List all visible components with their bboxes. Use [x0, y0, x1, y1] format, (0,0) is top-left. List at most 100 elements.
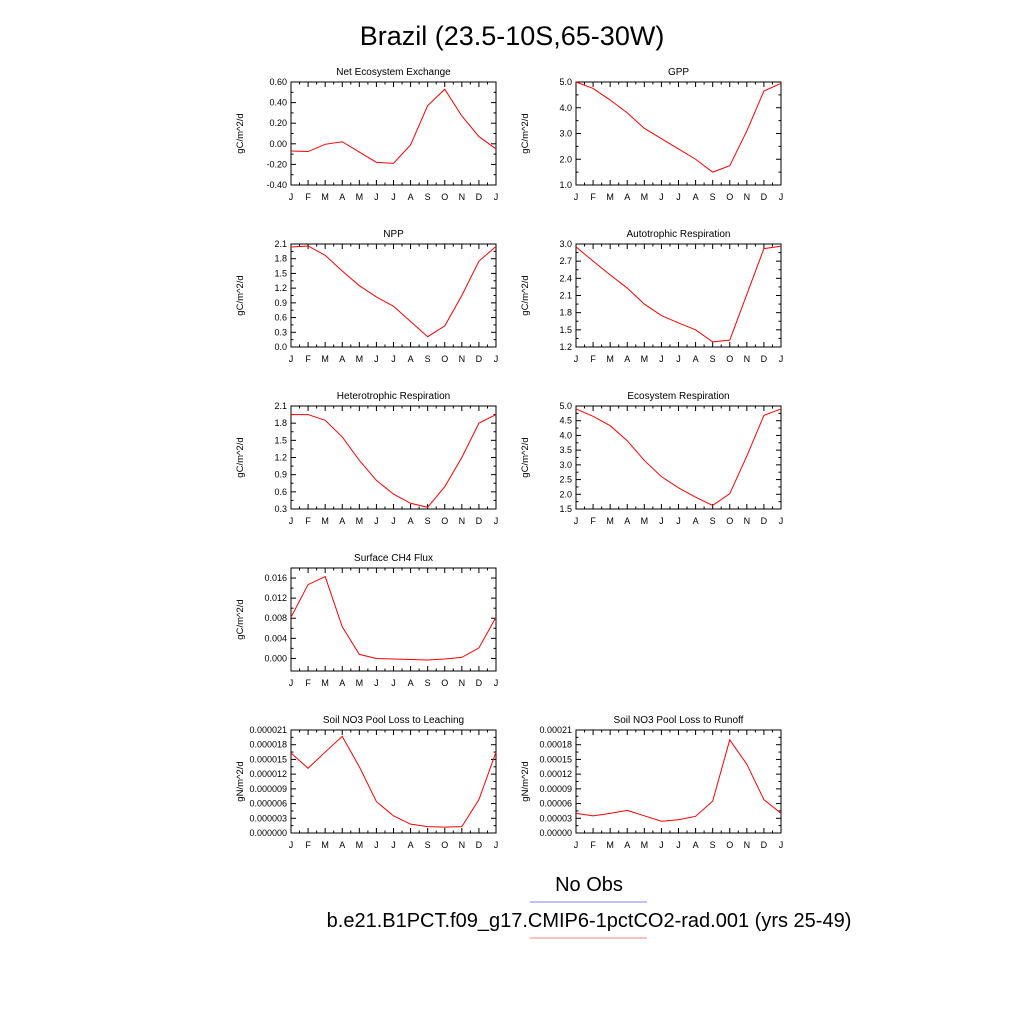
x-tick-label: J [494, 678, 499, 688]
panel-title: NPP [383, 229, 404, 240]
x-tick-label: A [624, 840, 630, 850]
y-axis-label: gC/m^2/d [235, 275, 246, 315]
panel-title: Heterotrophic Respiration [337, 391, 450, 402]
x-tick-label: M [641, 516, 649, 526]
series-line [290, 245, 497, 338]
y-tick-label: 0.000015 [249, 754, 287, 764]
x-tick-label: N [459, 840, 466, 850]
y-tick-label: 0.40 [269, 98, 287, 108]
x-tick-label: A [339, 192, 345, 202]
x-tick-label: N [744, 516, 751, 526]
y-tick-label: 0.00021 [539, 725, 572, 735]
x-tick-label: J [374, 516, 379, 526]
x-tick-label: A [624, 192, 630, 202]
x-tick-label: N [459, 354, 466, 364]
x-tick-label: J [494, 354, 499, 364]
series-line [291, 414, 497, 508]
y-tick-label: 0.0 [274, 342, 287, 352]
series-line [575, 245, 782, 343]
x-tick-label: M [356, 678, 364, 688]
x-tick-label: M [321, 354, 329, 364]
y-tick-label: 1.5 [274, 435, 287, 445]
y-tick-label: -0.40 [266, 180, 287, 190]
x-tick-label: S [710, 354, 716, 364]
x-tick-label: J [289, 516, 294, 526]
y-tick-label: 0.000012 [249, 769, 287, 779]
x-tick-label: J [574, 840, 579, 850]
x-tick-label: J [779, 516, 784, 526]
y-tick-label: 0.00003 [539, 813, 572, 823]
y-tick-label: 0.00018 [539, 740, 572, 750]
x-tick-label: O [726, 192, 733, 202]
x-tick-label: N [459, 192, 466, 202]
y-tick-label: 0.00009 [539, 784, 572, 794]
x-tick-label: F [305, 840, 311, 850]
x-tick-label: N [744, 840, 751, 850]
x-tick-label: D [476, 840, 483, 850]
plot-frame [290, 81, 497, 186]
legend: No Obs b.e21.B1PCT.f09_g17.CMIP6-1pctCO2… [327, 874, 851, 939]
panel-title: Surface CH4 Flux [354, 553, 433, 564]
x-tick-label: J [676, 516, 681, 526]
y-tick-label: 4.0 [559, 430, 572, 440]
x-tick-label: J [659, 516, 664, 526]
x-tick-label: M [641, 192, 649, 202]
x-tick-label: J [374, 192, 379, 202]
x-tick-label: J [659, 840, 664, 850]
x-tick-label: A [693, 840, 699, 850]
panel-title: Ecosystem Respiration [627, 391, 729, 402]
x-tick-label: A [624, 516, 630, 526]
plot-frame [575, 243, 782, 348]
y-tick-label: 0.000006 [249, 799, 287, 809]
x-tick-label: S [425, 516, 431, 526]
y-tick-label: 4.5 [559, 416, 572, 426]
y-tick-label: 0.20 [269, 118, 287, 128]
x-tick-label: J [374, 678, 379, 688]
y-tick-label: 2.0 [559, 154, 572, 164]
y-axis-label: gC/m^2/d [235, 113, 246, 153]
y-axis-label: gC/m^2/d [520, 437, 531, 477]
x-tick-label: J [494, 516, 499, 526]
x-tick-label: J [374, 354, 379, 364]
x-tick-label: M [606, 354, 614, 364]
y-tick-label: 1.8 [274, 254, 287, 264]
x-tick-label: O [726, 840, 733, 850]
y-tick-label: 0.00015 [539, 754, 572, 764]
x-tick-label: A [339, 840, 345, 850]
x-tick-label: M [606, 516, 614, 526]
x-tick-label: J [289, 192, 294, 202]
x-tick-label: F [305, 354, 311, 364]
y-tick-label: -0.20 [266, 159, 287, 169]
series-line [290, 735, 497, 828]
x-tick-label: J [391, 192, 396, 202]
y-tick-label: 0.000018 [249, 740, 287, 750]
y-tick-label: 5.0 [559, 401, 572, 411]
x-tick-label: N [459, 678, 466, 688]
x-tick-label: J [289, 678, 294, 688]
y-tick-label: 2.1 [559, 291, 572, 301]
y-tick-label: 0.6 [274, 487, 287, 497]
y-axis-label: gN/m^2/d [520, 761, 531, 801]
y-tick-label: 2.7 [559, 256, 572, 266]
y-tick-label: 2.0 [559, 489, 572, 499]
panel-title: GPP [668, 67, 689, 78]
x-tick-label: F [590, 192, 596, 202]
x-tick-label: S [425, 840, 431, 850]
x-tick-label: J [391, 678, 396, 688]
x-tick-label: J [574, 354, 579, 364]
x-tick-label: M [356, 192, 364, 202]
y-tick-label: 0.9 [274, 470, 287, 480]
x-tick-label: A [339, 678, 345, 688]
x-tick-label: M [356, 516, 364, 526]
x-tick-label: D [761, 192, 768, 202]
y-tick-label: 0.016 [264, 573, 287, 583]
x-tick-label: J [494, 192, 499, 202]
y-axis-label: gC/m^2/d [235, 599, 246, 639]
x-tick-label: A [339, 516, 345, 526]
y-tick-label: 1.5 [559, 325, 572, 335]
x-tick-label: J [779, 354, 784, 364]
x-tick-label: D [761, 840, 768, 850]
